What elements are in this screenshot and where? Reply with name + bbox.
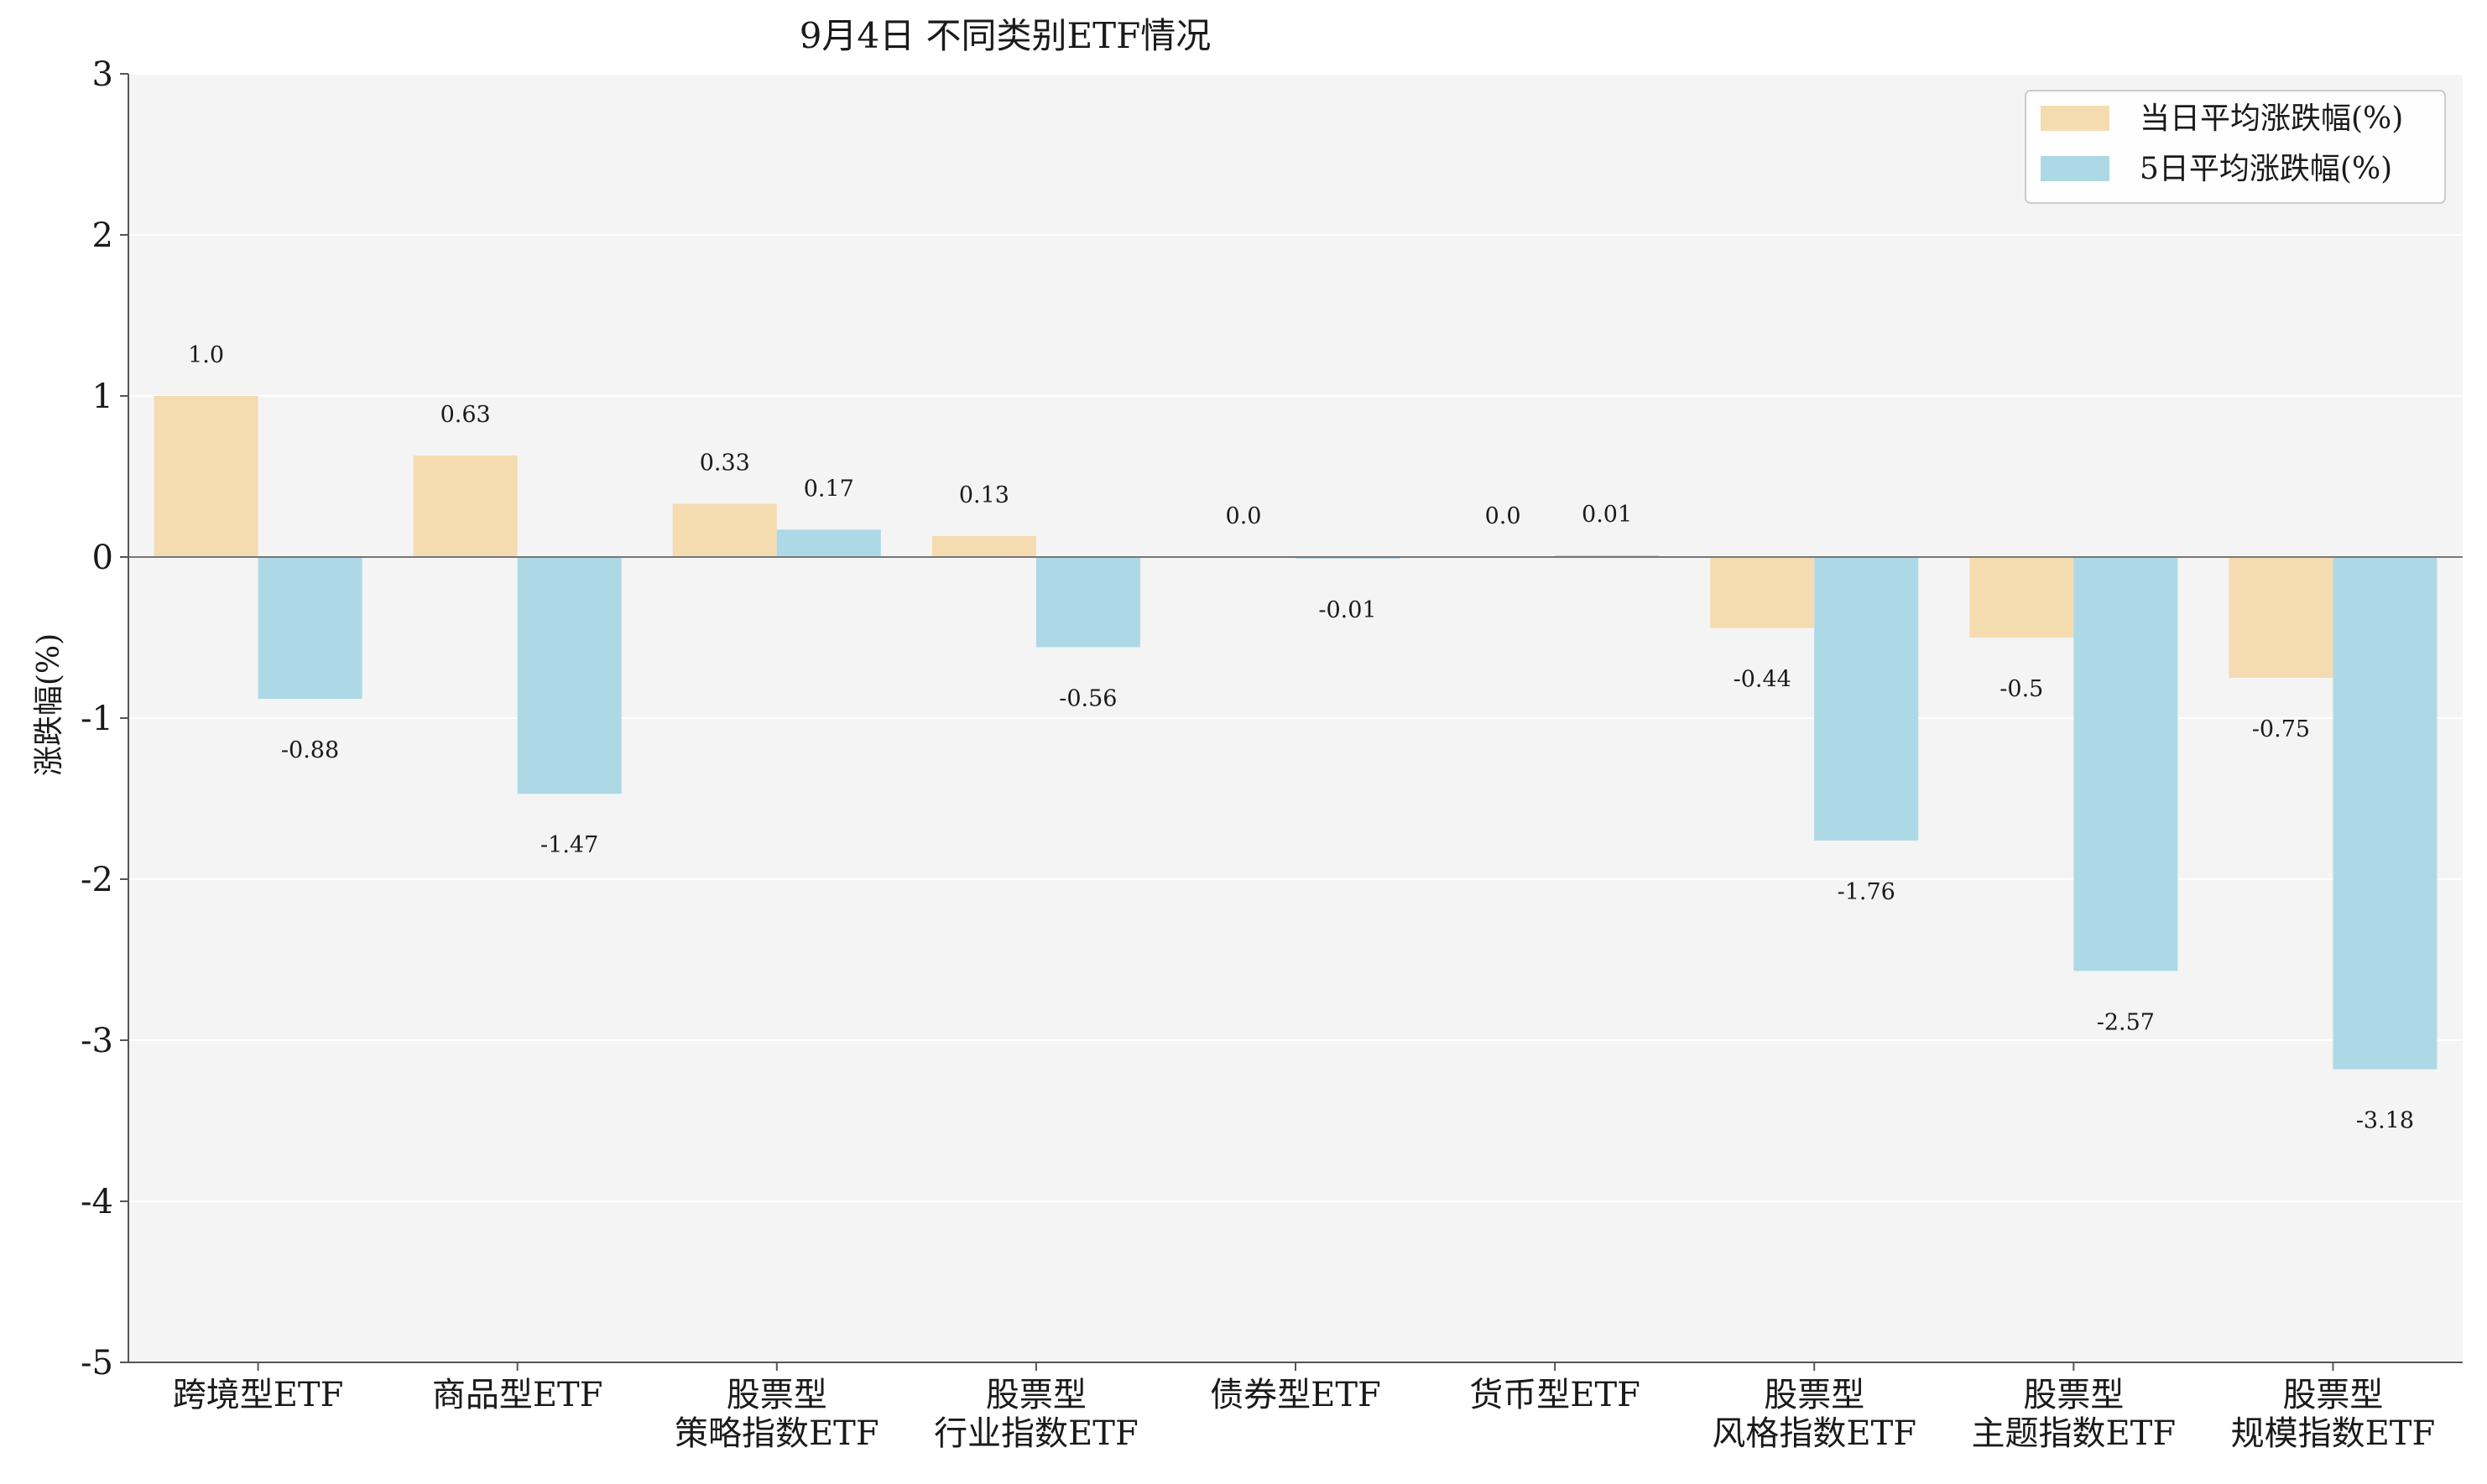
x-tick-label: 规模指数ETF (2231, 1414, 2436, 1453)
x-tick-label: 债券型ETF (1210, 1376, 1381, 1414)
x-tick-label: 股票型 (986, 1376, 1087, 1414)
y-tick-label: -1 (81, 700, 113, 738)
y-tick-label: 0 (92, 539, 113, 577)
y-tick-label: 3 (92, 55, 113, 94)
legend-swatch-1 (2041, 156, 2109, 181)
bar-daily-7 (1969, 557, 2074, 638)
x-tick-label: 风格指数ETF (1712, 1414, 1916, 1453)
x-tick-label: 策略指数ETF (675, 1414, 879, 1453)
chart-title: 9月4日 不同类别ETF情况 (800, 15, 1212, 56)
data-label: 1.0 (188, 342, 224, 368)
data-label: -0.44 (1734, 666, 1791, 692)
y-axis-label: 涨跌幅(%) (32, 633, 66, 776)
data-label: 0.01 (1582, 502, 1632, 528)
bar-five-day-6 (1814, 557, 1919, 841)
bar-daily-2 (672, 503, 777, 557)
x-tick-label: 跨境型ETF (173, 1376, 344, 1414)
y-tick-label: -2 (81, 861, 113, 899)
x-tick-label: 主题指数ETF (1972, 1414, 2177, 1453)
data-label: 0.17 (804, 476, 854, 502)
data-label: 0.0 (1485, 503, 1521, 529)
y-tick-label: 2 (92, 216, 113, 255)
y-tick-label: -3 (81, 1022, 113, 1060)
x-tick-label: 行业指数ETF (934, 1414, 1139, 1453)
y-tick-label: -5 (81, 1344, 113, 1382)
data-label: -2.57 (2097, 1009, 2155, 1035)
bar-daily-3 (931, 536, 1036, 557)
data-label: -0.5 (2000, 676, 2043, 702)
data-label: -0.56 (1059, 686, 1117, 712)
x-tick-label: 商品型ETF (432, 1376, 603, 1414)
data-label: -1.76 (1838, 879, 1895, 905)
bar-daily-1 (413, 456, 518, 557)
data-label: -3.18 (2356, 1108, 2414, 1134)
legend-label: 5日平均涨跌幅(%) (2140, 152, 2392, 186)
legend-box (2025, 90, 2446, 204)
data-label: -0.88 (281, 737, 339, 763)
bar-daily-0 (154, 396, 258, 557)
bar-five-day-1 (517, 557, 622, 794)
data-label: 0.0 (1226, 503, 1262, 529)
y-tick-label: -4 (81, 1183, 113, 1221)
data-label: -0.75 (2252, 716, 2310, 742)
x-tick-label: 股票型 (727, 1376, 827, 1414)
data-label: 0.13 (959, 482, 1009, 508)
data-label: 0.33 (700, 450, 750, 476)
legend-label: 当日平均涨跌幅(%) (2140, 102, 2403, 136)
x-tick-label: 股票型 (2023, 1376, 2124, 1414)
legend-swatch-0 (2041, 106, 2109, 131)
data-label: -0.01 (1318, 597, 1376, 623)
bar-daily-6 (1710, 557, 1815, 628)
bar-daily-8 (2229, 557, 2333, 678)
bar-five-day-7 (2073, 557, 2178, 971)
y-tick-label: 1 (92, 378, 113, 416)
data-label: 0.63 (441, 402, 491, 428)
x-tick-label: 货币型ETF (1469, 1376, 1640, 1414)
x-tick-label: 股票型 (2282, 1376, 2383, 1414)
x-tick-label: 股票型 (1764, 1376, 1864, 1414)
bar-five-day-2 (776, 529, 881, 557)
bar-five-day-0 (258, 557, 362, 699)
data-label: -1.47 (540, 832, 598, 858)
bar-five-day-3 (1035, 557, 1140, 648)
bar-five-day-8 (2333, 557, 2437, 1070)
